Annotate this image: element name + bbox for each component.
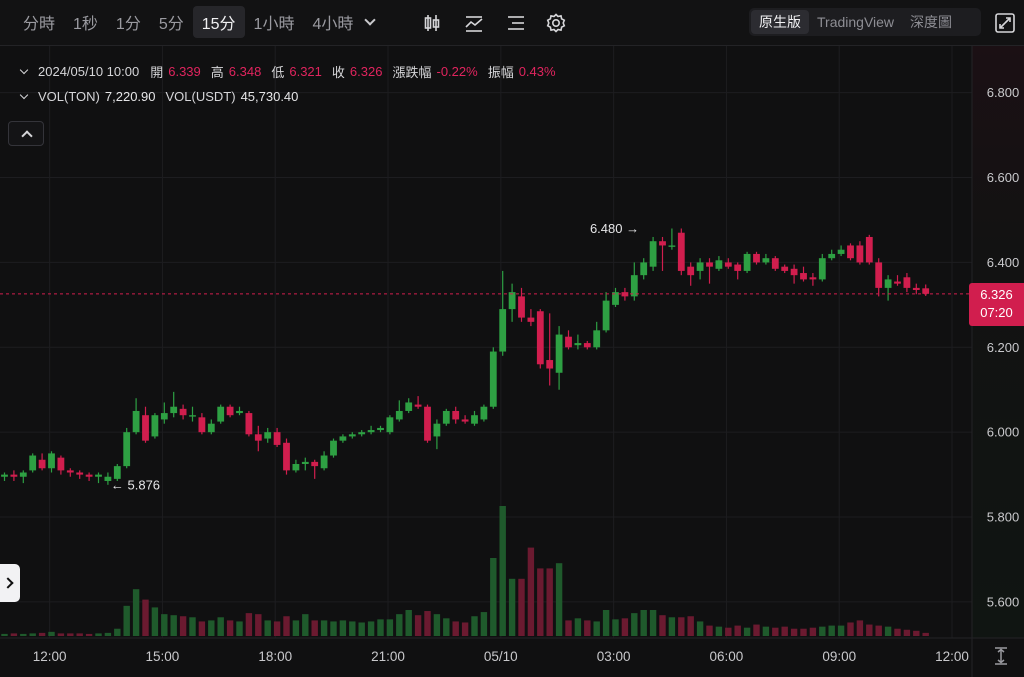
interval-tab-1s[interactable]: 1秒 (73, 16, 98, 33)
interval-tab-timeline[interactable]: 分時 (23, 16, 56, 33)
interval-tab-1h[interactable]: 1小時 (253, 16, 295, 33)
ohlc-toggle-chevron-icon[interactable] (18, 65, 32, 79)
x-tick-label: 18:00 (258, 649, 292, 664)
interval-selector: 分時 1秒 1分 5分 15分 1小時 4小時 (14, 6, 380, 38)
view-tab-tradingview[interactable]: TradingView (817, 14, 895, 30)
indicator-icon[interactable] (461, 10, 487, 36)
x-tick-label: 09:00 (822, 649, 856, 664)
candle-countdown: 07:20 (980, 305, 1013, 320)
legend-change-value: -0.22% (436, 64, 478, 79)
interval-more-chevron-down-icon[interactable] (362, 7, 380, 37)
layout-icon[interactable] (503, 10, 529, 36)
view-tab-native[interactable]: 原生版 (751, 10, 809, 34)
candle-type-icon[interactable] (419, 10, 445, 36)
x-tick-label: 12:00 (935, 649, 969, 664)
interval-tab-4h[interactable]: 4小時 (312, 16, 354, 33)
interval-tab-15m[interactable]: 15分 (192, 6, 245, 38)
settings-icon[interactable] (543, 10, 569, 36)
legend-amplitude-value: 0.43% (518, 64, 556, 79)
legend-close-label: 收 (331, 65, 345, 80)
x-tick-label: 12:00 (33, 649, 67, 664)
legend-amplitude-label: 振幅 (487, 65, 514, 80)
last-price-value: 6.326 (980, 287, 1013, 302)
legend-vol-base-value: 7,220.90 (104, 89, 156, 104)
x-tick-label: 21:00 (371, 649, 405, 664)
x-tick-label: 03:00 (597, 649, 631, 664)
candlestick-chart-area[interactable] (0, 46, 972, 638)
last-price-tag: 6.326 07:20 (969, 283, 1024, 326)
legend-close-value: 6.326 (349, 64, 383, 79)
legend-vol-quote-label: VOL(USDT) (165, 89, 236, 104)
legend-change-label: 漲跌幅 (392, 65, 432, 80)
legend-vol-quote-value: 45,730.40 (240, 89, 299, 104)
view-tab-depth[interactable]: 深度圖 (910, 14, 953, 30)
volume-legend: VOL(TON) 7,220.90 VOL(USDT) 45,730.40 (18, 89, 308, 104)
interval-tab-1m[interactable]: 1分 (115, 16, 141, 33)
legend-open-label: 開 (150, 65, 164, 80)
chart-view-switch: 原生版 TradingView 深度圖 (749, 8, 981, 36)
legend-open-value: 6.339 (168, 64, 201, 79)
legend-low-label: 低 (271, 65, 285, 80)
legend-high-value: 6.348 (228, 64, 262, 79)
legend-datetime: 2024/05/10 10:00 (38, 64, 140, 79)
x-tick-label: 06:00 (710, 649, 744, 664)
volume-toggle-chevron-icon[interactable] (18, 90, 32, 104)
axis-reset-icon[interactable] (988, 646, 1014, 666)
chart-toolbar: 分時 1秒 1分 5分 15分 1小時 4小時 原生版 TradingView … (0, 0, 1024, 46)
price-axis-panel[interactable] (972, 46, 1024, 638)
expand-icon[interactable] (992, 10, 1018, 36)
legend-high-label: 高 (210, 65, 224, 80)
legend-collapse-button[interactable] (8, 121, 44, 146)
x-tick-label: 05/10 (484, 649, 518, 664)
ohlc-legend: 2024/05/10 10:00 開 6.339 高 6.348 低 6.321… (18, 62, 566, 81)
interval-tab-5m[interactable]: 5分 (158, 16, 184, 33)
legend-vol-base-label: VOL(TON) (38, 89, 100, 104)
side-panel-expand-button[interactable] (0, 564, 20, 602)
legend-low-value: 6.321 (289, 64, 322, 79)
x-tick-label: 15:00 (146, 649, 180, 664)
